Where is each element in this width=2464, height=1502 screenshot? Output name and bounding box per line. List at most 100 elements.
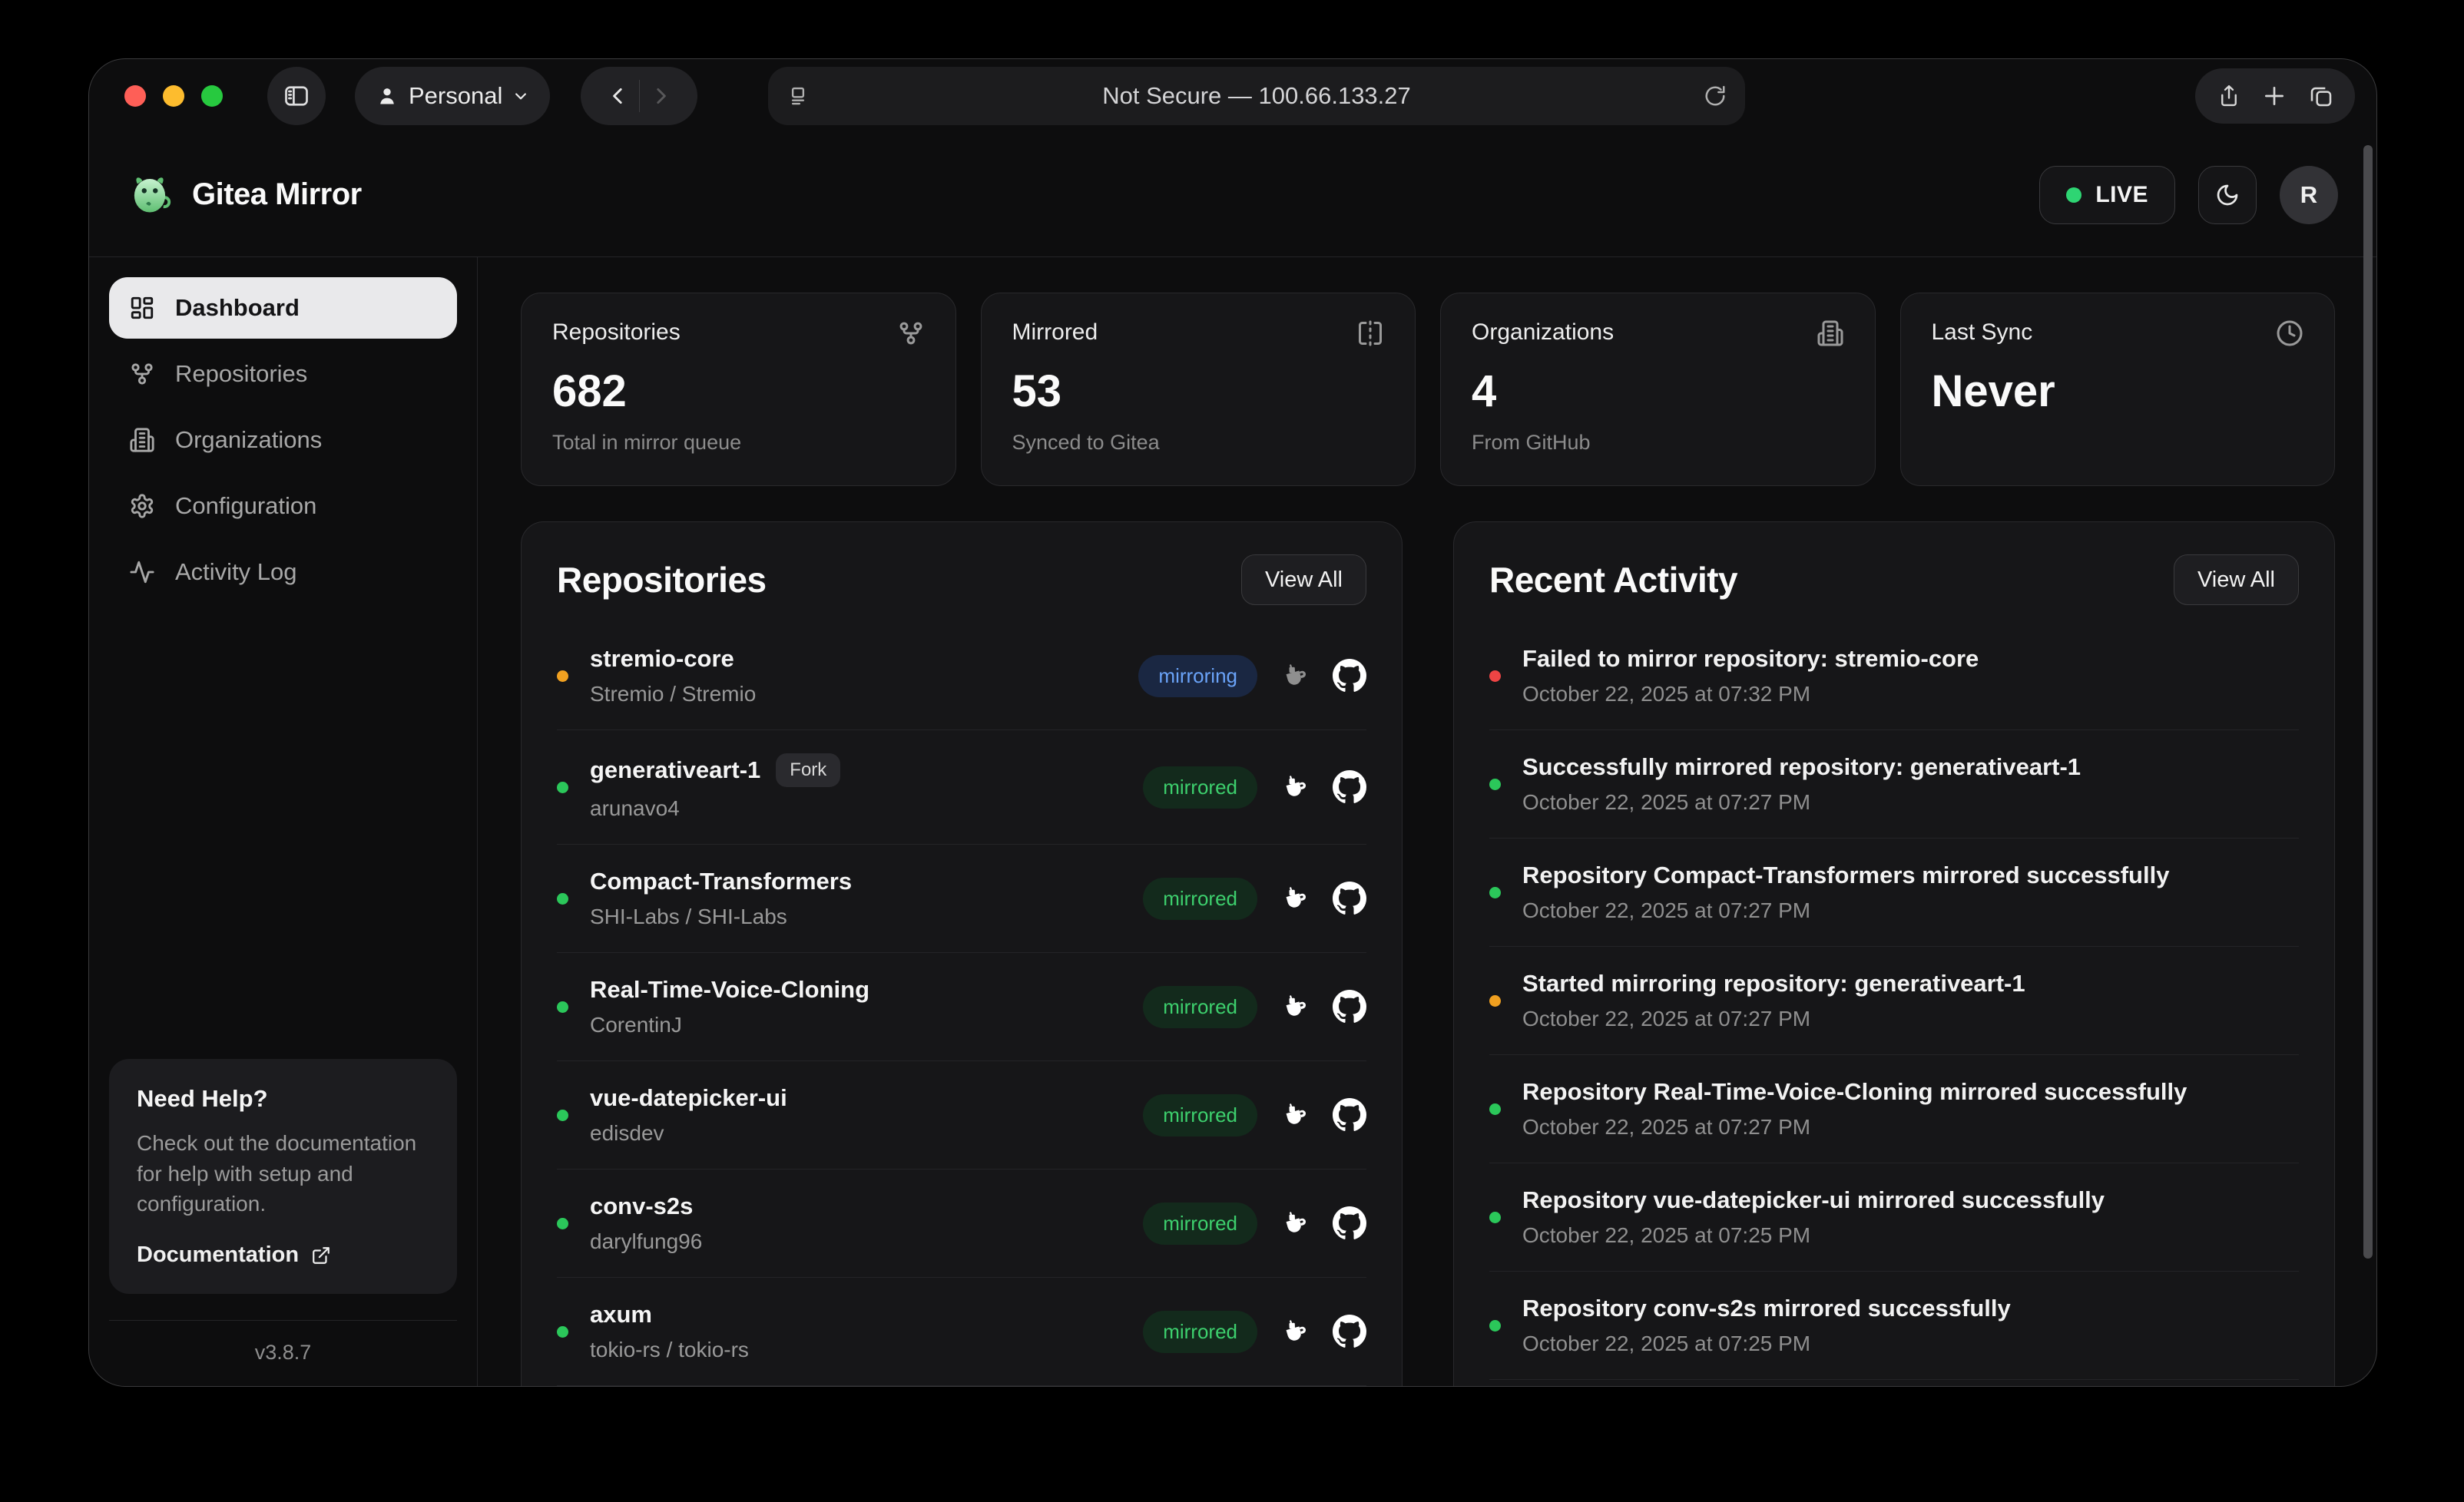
activity-message: Repository Compact-Transformers mirrored… <box>1522 862 2170 888</box>
live-status-button[interactable]: LIVE <box>2039 165 2175 224</box>
repo-row: vue-datepicker-ui edisdev mirrored <box>557 1061 1366 1170</box>
help-title: Need Help? <box>137 1084 268 1112</box>
repo-owner: CorentinJ <box>590 1013 682 1037</box>
activity-item: Repository conv-s2s mirrored successfull… <box>1489 1272 2299 1380</box>
gitea-icon[interactable] <box>1279 1099 1311 1131</box>
app-version: v3.8.7 <box>109 1320 457 1386</box>
documentation-link-label: Documentation <box>137 1242 300 1267</box>
fork-badge: Fork <box>776 753 841 787</box>
main-area: Repositories 682 Total in mirror queue M… <box>478 257 2376 1386</box>
repo-status-dot <box>557 1325 568 1338</box>
repo-status-badge: mirrored <box>1143 1202 1257 1245</box>
profile-menu-button[interactable]: Personal <box>355 67 551 125</box>
repo-name: Compact-Transformers <box>590 868 853 895</box>
repo-row: conv-s2s darylfung96 mirrored <box>557 1170 1366 1278</box>
sidebar-item[interactable]: Activity Log <box>109 541 457 603</box>
repo-status-badge: mirrored <box>1143 1310 1257 1353</box>
repo-name: conv-s2s <box>590 1193 694 1219</box>
person-icon <box>376 85 398 107</box>
zoom-window-button[interactable] <box>201 85 223 107</box>
user-avatar[interactable]: R <box>2280 165 2338 224</box>
live-dot <box>2066 187 2082 203</box>
activity-status-dot <box>1489 994 1501 1007</box>
repo-name: Real-Time-Voice-Cloning <box>590 976 870 1003</box>
repo-name: generativeart-1 <box>590 756 761 783</box>
sidebar-icon <box>283 82 310 110</box>
stat-card-title: Last Sync <box>1931 319 2033 345</box>
page-format-icon[interactable] <box>787 84 810 108</box>
github-icon[interactable] <box>1333 770 1366 804</box>
close-window-button[interactable] <box>124 85 146 107</box>
activity-status-dot <box>1489 1211 1501 1223</box>
github-icon[interactable] <box>1333 659 1366 693</box>
github-icon[interactable] <box>1333 990 1366 1024</box>
repo-owner: edisdev <box>590 1121 664 1145</box>
activity-list: Failed to mirror repository: stremio-cor… <box>1489 622 2299 1380</box>
repo-status-dot <box>557 1217 568 1229</box>
stat-card-title: Repositories <box>552 319 681 345</box>
github-icon[interactable] <box>1333 882 1366 915</box>
repo-owner: SHI-Labs / SHI-Labs <box>590 905 787 928</box>
git-fork-icon <box>897 319 925 347</box>
sidebar-item[interactable]: Dashboard <box>109 277 457 339</box>
tab-overview-button[interactable] <box>2309 84 2333 108</box>
stat-card-title: Organizations <box>1472 319 1615 345</box>
sidebar-item-label: Activity Log <box>175 558 297 585</box>
activity-item: Failed to mirror repository: stremio-cor… <box>1489 622 2299 730</box>
activity-item: Repository Real-Time-Voice-Cloning mirro… <box>1489 1055 2299 1163</box>
repo-row: Real-Time-Voice-Cloning CorentinJ mirror… <box>557 953 1366 1061</box>
github-icon[interactable] <box>1333 1098 1366 1132</box>
repositories-view-all-button[interactable]: View All <box>1240 554 1366 605</box>
stat-card-subtitle: From GitHub <box>1472 431 1591 454</box>
sidebar-item[interactable]: Repositories <box>109 343 457 405</box>
gitea-logo <box>128 173 172 217</box>
gitea-icon[interactable] <box>1279 1315 1311 1348</box>
dashboard-icon <box>129 295 155 321</box>
gitea-icon[interactable] <box>1279 882 1311 915</box>
github-icon[interactable] <box>1333 1315 1366 1348</box>
sidebar-item-label: Configuration <box>175 492 317 519</box>
activity-view-all-button[interactable]: View All <box>2173 554 2299 605</box>
activity-item: Successfully mirrored repository: genera… <box>1489 730 2299 839</box>
activity-timestamp: October 22, 2025 at 07:25 PM <box>1522 1332 1811 1355</box>
gitea-icon[interactable] <box>1279 771 1311 803</box>
repo-owner: darylfung96 <box>590 1229 703 1253</box>
gitea-icon[interactable] <box>1279 660 1311 692</box>
repo-row: Compact-Transformers SHI-Labs / SHI-Labs… <box>557 845 1366 953</box>
gitea-icon[interactable] <box>1279 991 1311 1023</box>
repo-name: axum <box>590 1301 652 1328</box>
documentation-link[interactable]: Documentation <box>137 1242 429 1268</box>
git-fork-icon <box>129 361 155 387</box>
activity-timestamp: October 22, 2025 at 07:27 PM <box>1522 790 1811 814</box>
theme-toggle-button[interactable] <box>2198 165 2257 224</box>
page-scrollbar[interactable] <box>2363 145 2373 1259</box>
sidebar-item[interactable]: Organizations <box>109 409 457 471</box>
share-button[interactable] <box>2217 84 2240 108</box>
stats-row: Repositories 682 Total in mirror queue M… <box>521 293 2335 486</box>
sidebar-item-label: Dashboard <box>175 294 300 321</box>
minimize-window-button[interactable] <box>163 85 184 107</box>
repo-status-badge: mirrored <box>1143 985 1257 1028</box>
stat-card-title: Mirrored <box>1012 319 1098 345</box>
repo-status-dot <box>557 1001 568 1013</box>
gitea-icon[interactable] <box>1279 1207 1311 1239</box>
activity-item: Repository Compact-Transformers mirrored… <box>1489 839 2299 947</box>
repo-status-badge: mirrored <box>1143 766 1257 809</box>
sidebar-toggle-button[interactable] <box>267 67 326 125</box>
chevron-down-icon <box>513 88 528 104</box>
repositories-panel: Repositories View All stremio-core Strem… <box>521 521 1403 1386</box>
recent-activity-panel-header: Recent Activity View All <box>1489 554 2299 605</box>
repo-row: stremio-core Stremio / Stremio mirroring <box>557 622 1366 730</box>
activity-timestamp: October 22, 2025 at 07:25 PM <box>1522 1223 1811 1247</box>
address-bar[interactable]: Not Secure — 100.66.133.27 <box>768 67 1745 125</box>
forward-button[interactable] <box>651 86 671 106</box>
new-tab-button[interactable] <box>2262 84 2287 108</box>
sidebar-item[interactable]: Configuration <box>109 475 457 537</box>
back-button[interactable] <box>608 86 628 106</box>
repo-owner: Stremio / Stremio <box>590 682 757 706</box>
stat-card: Repositories 682 Total in mirror queue <box>521 293 956 486</box>
reload-button[interactable] <box>1704 84 1727 108</box>
stat-card-subtitle: Total in mirror queue <box>552 431 742 454</box>
github-icon[interactable] <box>1333 1206 1366 1240</box>
stat-card-value: 4 <box>1472 366 1497 416</box>
